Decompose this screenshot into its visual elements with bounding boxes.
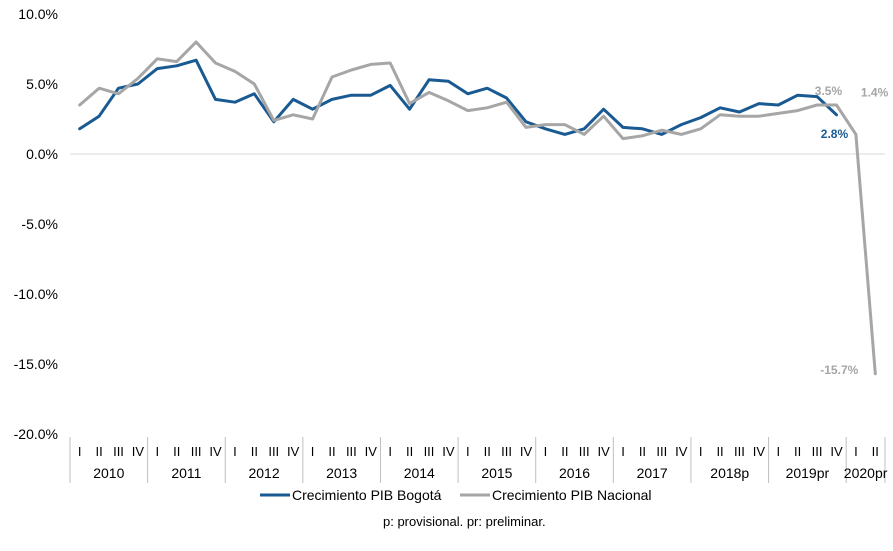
x-quarter-label: IV bbox=[830, 444, 843, 459]
x-quarter-label: IV bbox=[132, 444, 145, 459]
x-quarter-label: II bbox=[794, 444, 801, 459]
x-year-label: 2016 bbox=[559, 465, 590, 481]
x-quarter-label: I bbox=[466, 444, 470, 459]
x-quarter-label: II bbox=[561, 444, 568, 459]
y-tick-label: -15.0% bbox=[14, 356, 58, 372]
legend: Crecimiento PIB Bogotá Crecimiento PIB N… bbox=[260, 487, 652, 503]
y-tick-label: -5.0% bbox=[21, 216, 58, 232]
series-layer bbox=[78, 40, 877, 376]
x-year-label: 2018p bbox=[710, 465, 749, 481]
x-quarter-label: III bbox=[424, 444, 435, 459]
y-tick-label: 0.0% bbox=[26, 146, 58, 162]
x-quarter-label: I bbox=[854, 444, 858, 459]
data-label: 2.8% bbox=[821, 127, 849, 141]
x-quarter-label: I bbox=[699, 444, 703, 459]
legend-label-nacional: Crecimiento PIB Nacional bbox=[492, 487, 652, 503]
footnote: p: provisional. pr: preliminar. bbox=[383, 514, 546, 529]
x-quarter-label: IV bbox=[520, 444, 533, 459]
x-quarter-label: IV bbox=[209, 444, 222, 459]
x-year-label: 2012 bbox=[248, 465, 279, 481]
x-year-label: 2019pr bbox=[786, 465, 830, 481]
x-quarter-label: IV bbox=[287, 444, 300, 459]
x-quarter-label: II bbox=[716, 444, 723, 459]
x-year-label: 2015 bbox=[481, 465, 512, 481]
x-quarter-label: III bbox=[501, 444, 512, 459]
x-quarter-label: IV bbox=[597, 444, 610, 459]
x-quarter-label: II bbox=[484, 444, 491, 459]
x-year-label: 2011 bbox=[171, 465, 201, 481]
x-quarter-label: III bbox=[656, 444, 667, 459]
x-quarter-label: I bbox=[544, 444, 548, 459]
data-labels: 3.5% 2.8% 1.4% -15.7% bbox=[815, 84, 889, 377]
x-year-label: 2020pr bbox=[844, 465, 888, 481]
x-quarter-label: IV bbox=[365, 444, 378, 459]
data-label: -15.7% bbox=[820, 363, 858, 377]
x-year-label: 2010 bbox=[93, 465, 124, 481]
x-quarter-label: I bbox=[156, 444, 160, 459]
x-quarter-label: III bbox=[113, 444, 124, 459]
x-quarter-label: II bbox=[173, 444, 180, 459]
y-tick-label: 5.0% bbox=[26, 76, 58, 92]
x-quarter-label: I bbox=[78, 444, 82, 459]
x-quarter-label: III bbox=[734, 444, 745, 459]
x-quarter-label: III bbox=[268, 444, 279, 459]
x-quarter-label: II bbox=[639, 444, 646, 459]
x-quarter-label: I bbox=[776, 444, 780, 459]
series-line-bogota bbox=[78, 58, 838, 136]
x-quarter-label: IV bbox=[753, 444, 766, 459]
x-quarter-label: III bbox=[579, 444, 590, 459]
x-quarter-label: II bbox=[95, 444, 102, 459]
x-quarter-label: I bbox=[621, 444, 625, 459]
series-line-nacional bbox=[78, 40, 877, 376]
data-label: 3.5% bbox=[815, 84, 843, 98]
x-quarter-label: IV bbox=[675, 444, 688, 459]
x-year-label: 2014 bbox=[404, 465, 435, 481]
x-year-label: 2017 bbox=[637, 465, 668, 481]
x-quarter-label: I bbox=[311, 444, 315, 459]
x-quarter-label: II bbox=[328, 444, 335, 459]
x-quarter-label: II bbox=[872, 444, 879, 459]
x-quarter-label: III bbox=[812, 444, 823, 459]
x-year-label: 2013 bbox=[326, 465, 357, 481]
legend-label-bogota: Crecimiento PIB Bogotá bbox=[292, 487, 442, 503]
x-quarter-label: III bbox=[191, 444, 202, 459]
x-quarter-label: I bbox=[388, 444, 392, 459]
x-quarter-label: I bbox=[233, 444, 237, 459]
x-quarter-label: II bbox=[251, 444, 258, 459]
y-tick-label: -10.0% bbox=[14, 286, 58, 302]
x-quarter-label: IV bbox=[442, 444, 455, 459]
y-tick-label: -20.0% bbox=[14, 426, 58, 442]
y-axis: 10.0% 5.0% 0.0% -5.0% -10.0% -15.0% -20.0% bbox=[14, 6, 58, 442]
x-quarter-label: II bbox=[406, 444, 413, 459]
data-label: 1.4% bbox=[861, 85, 889, 99]
x-quarter-label: III bbox=[346, 444, 357, 459]
y-tick-label: 10.0% bbox=[18, 6, 58, 22]
